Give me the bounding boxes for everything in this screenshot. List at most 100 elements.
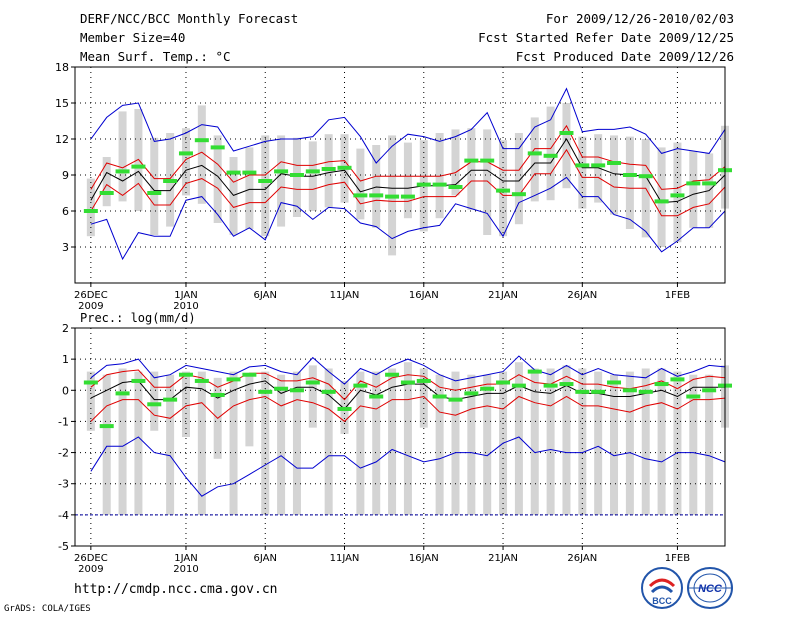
ensemble-range-bar bbox=[372, 371, 381, 515]
member-size: Member Size=40 bbox=[80, 30, 186, 45]
ensemble-range-bar bbox=[514, 133, 523, 225]
x-tick-label: 6JAN bbox=[254, 553, 277, 564]
forecast-marker bbox=[385, 372, 400, 377]
forecast-marker bbox=[480, 158, 495, 163]
forecast-marker bbox=[194, 378, 209, 383]
grads-credit: GrADS: COLA/IGES bbox=[4, 604, 91, 614]
forecast-marker bbox=[559, 382, 574, 387]
forecast-marker bbox=[131, 378, 146, 383]
forecast-marker bbox=[575, 163, 590, 168]
forecast-marker bbox=[353, 193, 368, 198]
ensemble-range-bar bbox=[118, 368, 127, 515]
forecast-period: For 2009/12/26-2010/02/03 bbox=[545, 11, 734, 26]
forecast-marker bbox=[337, 165, 352, 170]
ensemble-range-bar bbox=[610, 135, 619, 215]
y-tick-label: 0 bbox=[62, 384, 69, 397]
forecast-marker bbox=[559, 131, 574, 135]
ensemble-range-bar bbox=[689, 374, 698, 515]
forecast-marker bbox=[274, 386, 289, 391]
forecast-marker bbox=[527, 369, 542, 374]
forecast-marker bbox=[591, 163, 606, 168]
forecast-marker bbox=[670, 377, 685, 382]
forecast-marker bbox=[321, 167, 336, 171]
y-tick-label: -5 bbox=[58, 540, 69, 553]
forecast-marker bbox=[496, 188, 511, 193]
series-mean-line bbox=[90, 138, 726, 204]
ensemble-range-bar bbox=[245, 374, 254, 447]
forecast-marker bbox=[210, 392, 225, 397]
y-tick-label: -1 bbox=[58, 415, 69, 428]
forecast-marker bbox=[575, 389, 590, 394]
forecast-marker bbox=[258, 389, 273, 394]
forecast-marker bbox=[464, 391, 479, 396]
panel-title: Prec.: log(mm/d) bbox=[80, 311, 196, 325]
ensemble-range-bar bbox=[324, 368, 333, 515]
x-tick-label: 26DEC bbox=[74, 553, 108, 564]
y-tick-label: 9 bbox=[62, 169, 69, 182]
ensemble-range-bar bbox=[610, 374, 619, 515]
ensemble-range-bar bbox=[546, 368, 555, 515]
x-tick-year-label: 2010 bbox=[173, 301, 198, 312]
ensemble-range-bar bbox=[594, 134, 603, 203]
series-min-line bbox=[90, 176, 726, 261]
forecast-marker bbox=[305, 380, 320, 385]
x-tick-label: 11JAN bbox=[330, 290, 360, 301]
forecast-marker bbox=[289, 173, 304, 177]
forecast-marker bbox=[385, 194, 400, 199]
bcc-logo-icon: BCC bbox=[641, 567, 683, 609]
ensemble-range-bar bbox=[451, 129, 460, 196]
y-tick-label: 1 bbox=[62, 353, 69, 366]
x-tick-label: 1JAN bbox=[174, 290, 197, 301]
series-min-line bbox=[90, 436, 726, 497]
ensemble-range-bar bbox=[467, 374, 476, 515]
forecast-marker bbox=[210, 145, 225, 150]
forecast-marker bbox=[622, 173, 637, 177]
forecast-marker bbox=[99, 424, 114, 429]
forecast-marker bbox=[194, 138, 209, 143]
forecast-marker bbox=[147, 191, 162, 195]
ensemble-range-bar bbox=[578, 368, 587, 515]
y-tick-label: 18 bbox=[55, 61, 69, 74]
ensemble-range-bar bbox=[277, 135, 286, 227]
x-tick-label: 21JAN bbox=[488, 290, 518, 301]
ensemble-range-bar bbox=[372, 145, 381, 228]
ensemble-range-bar bbox=[197, 371, 206, 515]
forecast-marker bbox=[353, 383, 368, 388]
ensemble-range-bar bbox=[102, 374, 111, 515]
forecast-marker bbox=[226, 170, 241, 175]
forecast-marker bbox=[178, 151, 193, 156]
ensemble-range-bar bbox=[514, 362, 523, 515]
y-tick-label: 6 bbox=[62, 205, 69, 218]
ensemble-range-bar bbox=[356, 371, 365, 515]
ensemble-range-bar bbox=[86, 371, 95, 431]
ensemble-range-bar bbox=[657, 368, 666, 515]
forecast-marker bbox=[670, 193, 685, 198]
x-tick-label: 26DEC bbox=[74, 290, 108, 301]
ensemble-range-bar bbox=[530, 368, 539, 515]
forecast-marker bbox=[686, 181, 701, 186]
forecast-marker bbox=[543, 383, 558, 388]
website-url[interactable]: http://cmdp.ncc.cma.gov.cn bbox=[74, 582, 278, 597]
ensemble-range-bar bbox=[689, 151, 698, 228]
forecast-marker bbox=[178, 372, 193, 377]
forecast-marker bbox=[511, 383, 526, 388]
ensemble-range-bar bbox=[546, 106, 555, 201]
ensemble-range-bar bbox=[625, 371, 634, 515]
ensemble-range-bar bbox=[292, 371, 301, 515]
forecast-marker bbox=[369, 394, 384, 399]
ensemble-range-bar bbox=[308, 365, 317, 428]
series-upper-line bbox=[90, 369, 726, 401]
ensemble-range-bar bbox=[594, 371, 603, 515]
x-tick-label: 26JAN bbox=[567, 290, 597, 301]
y-tick-label: 12 bbox=[55, 133, 69, 146]
forecast-marker bbox=[163, 179, 178, 183]
forecast-marker bbox=[607, 161, 622, 165]
forecast-marker bbox=[511, 192, 526, 197]
refer-date: Fcst Started Refer Date 2009/12/25 bbox=[478, 30, 734, 45]
x-tick-year-label: 2010 bbox=[173, 564, 198, 575]
ensemble-range-bar bbox=[625, 136, 634, 229]
series-max-line bbox=[90, 87, 726, 164]
